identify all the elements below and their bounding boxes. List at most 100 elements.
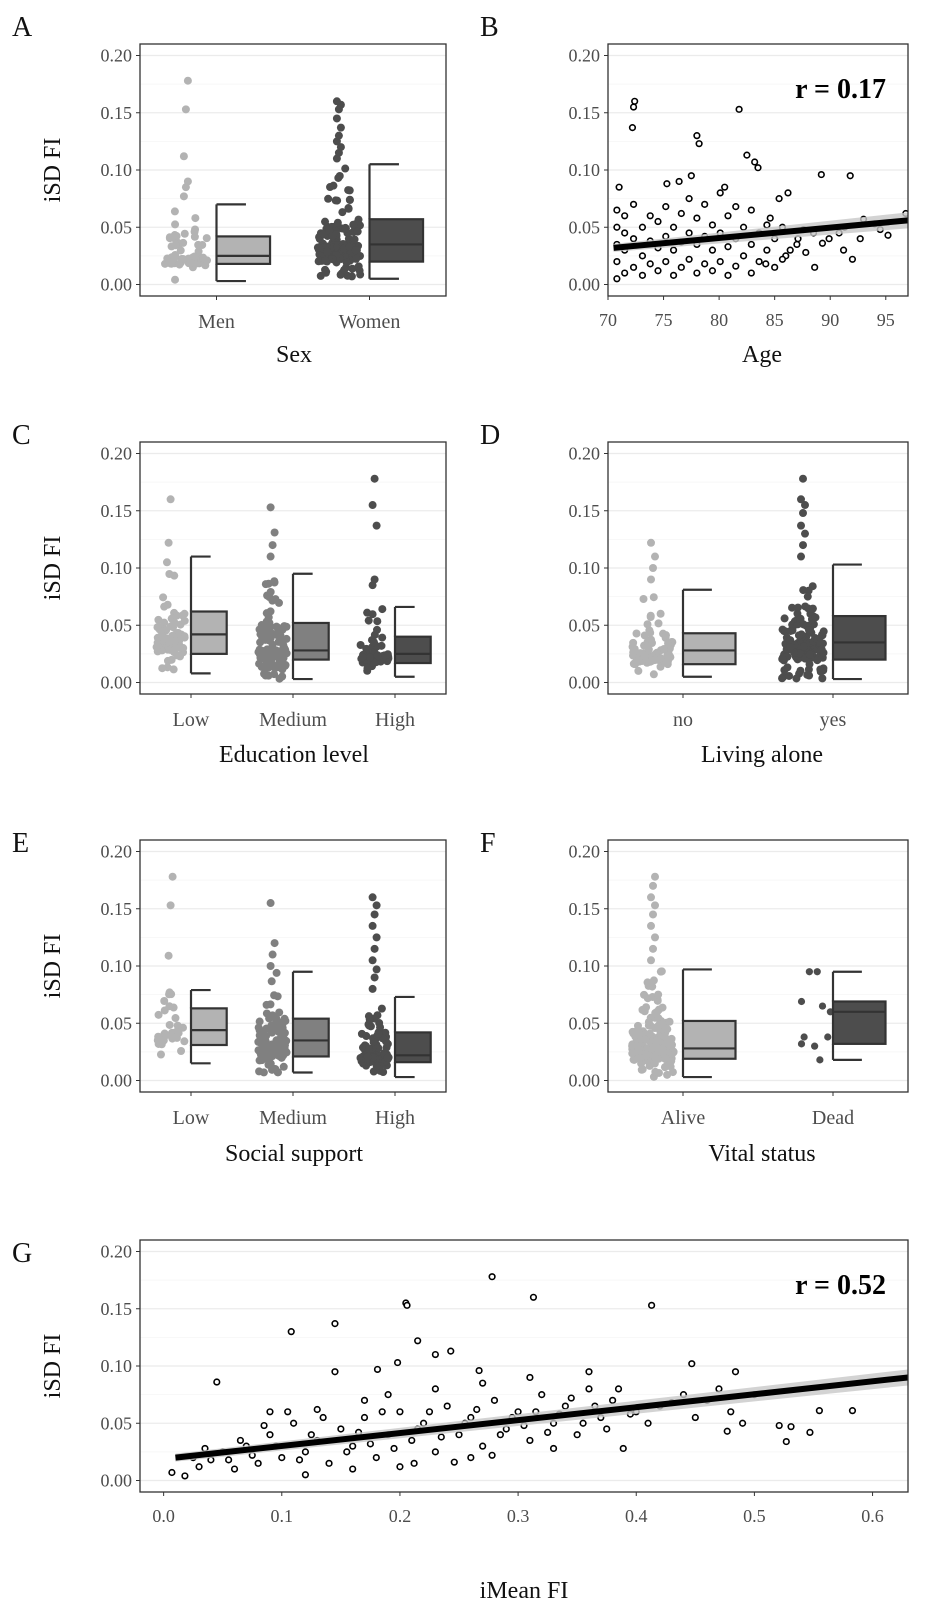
data-point: [663, 1070, 672, 1079]
data-point: [811, 1042, 819, 1050]
data-point: [786, 626, 795, 635]
data-point: [323, 247, 332, 256]
data-point: [663, 1025, 672, 1034]
data-point: [431, 1448, 439, 1456]
data-point: [803, 592, 812, 601]
plot-area: [613, 97, 908, 283]
data-point: [723, 1427, 731, 1435]
data-point: [653, 1036, 662, 1045]
data-point: [372, 1453, 380, 1462]
y-tick-label: 0.20: [101, 46, 133, 66]
data-point: [654, 267, 662, 275]
data-point: [763, 221, 771, 229]
data-point: [350, 235, 359, 244]
data-point: [366, 1440, 375, 1448]
data-point: [349, 1465, 357, 1473]
data-point: [647, 575, 655, 584]
y-tick-label: 0.15: [569, 899, 601, 919]
data-point: [274, 1026, 283, 1035]
data-point: [653, 1007, 662, 1016]
data-point: [455, 1431, 463, 1439]
data-point: [802, 248, 810, 257]
data-point: [164, 538, 173, 547]
data-point: [373, 651, 382, 660]
data-point: [669, 271, 678, 279]
data-point: [660, 1063, 669, 1072]
data-point: [647, 921, 655, 930]
data-point: [784, 189, 792, 197]
panel-label-b: B: [480, 12, 499, 43]
data-point: [351, 246, 360, 255]
data-point: [739, 252, 748, 260]
data-point: [685, 255, 693, 263]
x-axis-label: Vital status: [708, 1141, 815, 1167]
data-point: [526, 1373, 534, 1382]
box-iqr: [681, 1019, 737, 1060]
data-point: [634, 1028, 643, 1037]
data-point: [567, 1394, 575, 1402]
x-tick-label: Men: [198, 311, 235, 333]
data-point: [651, 933, 659, 942]
data-point: [687, 172, 695, 180]
data-point: [479, 1379, 487, 1387]
data-point: [642, 1050, 651, 1059]
data-point: [160, 602, 169, 611]
x-tick-label: 0.6: [861, 1506, 884, 1526]
data-point: [169, 665, 178, 674]
data-point: [378, 633, 387, 642]
data-point: [268, 950, 277, 959]
data-point: [677, 209, 685, 218]
y-tick-label: 0.10: [101, 160, 133, 180]
data-point: [270, 939, 279, 948]
data-point: [172, 611, 181, 620]
x-axis-label: Education level: [219, 742, 369, 768]
panel-border: [607, 839, 909, 1093]
data-point: [775, 1421, 783, 1430]
data-point: [410, 1459, 418, 1467]
data-point: [649, 944, 657, 953]
y-axis-label: iSD FI: [40, 138, 66, 203]
data-point: [693, 132, 701, 140]
x-tick-label: 0.5: [743, 1506, 766, 1526]
panel-label-d: D: [480, 420, 500, 451]
data-point: [443, 1402, 451, 1410]
y-tick-label: 0.00: [101, 1071, 133, 1091]
data-point: [708, 267, 717, 275]
data-point: [651, 655, 660, 664]
x-axis-label: Sex: [276, 342, 312, 368]
panel-label-c: C: [12, 420, 31, 451]
x-tick-label: Medium: [259, 709, 327, 731]
data-point: [374, 1029, 383, 1038]
data-point: [349, 1442, 357, 1450]
panel-border: [139, 839, 447, 1093]
data-point: [301, 1448, 310, 1456]
data-point: [180, 616, 189, 625]
data-point: [732, 262, 740, 270]
panel-label-f: F: [480, 828, 496, 859]
data-point: [275, 1008, 284, 1017]
data-point: [685, 229, 693, 237]
data-point: [848, 255, 857, 263]
data-point: [638, 271, 647, 279]
x-tick-label: Dead: [812, 1107, 854, 1129]
y-tick-label: 0.05: [569, 217, 601, 237]
data-point: [629, 200, 638, 208]
data-point: [649, 976, 658, 985]
data-point: [788, 603, 797, 612]
data-point: [374, 1044, 383, 1053]
data-point: [496, 1431, 504, 1439]
box-iqr: [215, 235, 272, 265]
data-point: [368, 921, 377, 930]
plot-area: [168, 1273, 908, 1480]
data-point: [348, 264, 357, 273]
data-point: [613, 275, 621, 283]
y-tick-label: 0.10: [569, 558, 601, 578]
data-point: [778, 655, 787, 664]
data-point: [629, 235, 638, 243]
data-point: [254, 1459, 262, 1467]
data-point: [796, 666, 805, 675]
data-point: [783, 663, 792, 672]
data-point: [685, 195, 693, 203]
data-point: [342, 258, 351, 267]
data-point: [797, 521, 805, 530]
